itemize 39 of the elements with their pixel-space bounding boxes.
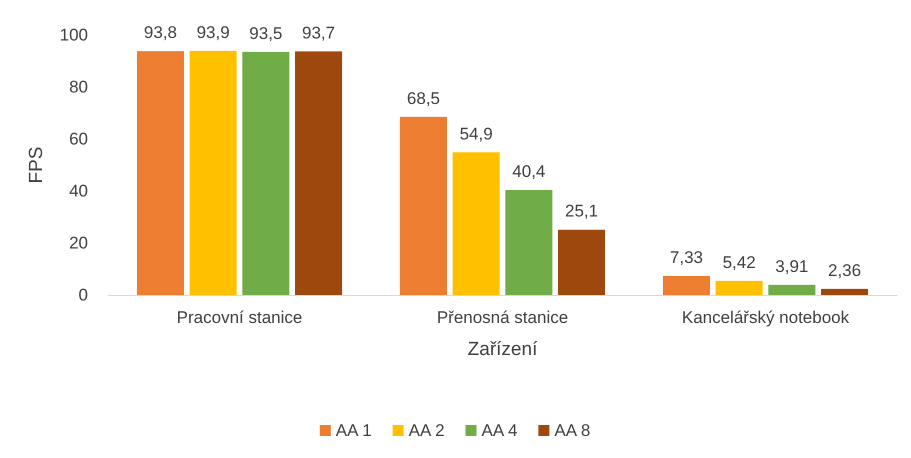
- bar: [662, 276, 710, 295]
- data-label: 68,5: [406, 88, 440, 108]
- data-label: 93,8: [144, 23, 177, 42]
- bar: [190, 50, 237, 295]
- y-tick-label: 80: [69, 78, 88, 96]
- legend-label: AA 1: [336, 421, 372, 440]
- y-tick-label: 100: [60, 26, 88, 44]
- bar: [768, 284, 816, 295]
- bar: [558, 230, 606, 295]
- data-label: 93,9: [196, 22, 230, 42]
- bar: [821, 288, 868, 295]
- legend-label: AA 4: [482, 421, 518, 440]
- y-tick-label: 0: [78, 286, 88, 304]
- data-label: 40,4: [512, 162, 546, 181]
- data-label: 54,9: [460, 124, 493, 144]
- bar: [505, 190, 552, 295]
- y-tick-label: 20: [69, 234, 88, 252]
- data-label: 2,36: [828, 260, 862, 280]
- x-tick-label: Přenosná stanice: [436, 308, 568, 327]
- legend-label: AA 8: [554, 421, 590, 440]
- x-tick-label: Kancelářský notebook: [682, 308, 850, 327]
- bar: [400, 116, 447, 295]
- data-label: 7,33: [670, 248, 703, 267]
- data-label: 3,91: [775, 256, 808, 276]
- y-tick-label: 40: [69, 182, 88, 200]
- bar: [716, 280, 763, 295]
- x-axis-title: Zařízení: [468, 339, 538, 360]
- data-label: 93,7: [302, 23, 336, 42]
- bar: [136, 51, 184, 295]
- data-label: 93,5: [249, 24, 282, 43]
- legend-label: AA 2: [408, 421, 445, 440]
- data-label: 25,1: [565, 202, 598, 221]
- x-tick-label: Pracovní stanice: [176, 308, 302, 327]
- data-label: 5,42: [722, 252, 756, 272]
- y-tick-label: 60: [69, 130, 88, 148]
- y-axis-title: FPS: [26, 146, 47, 184]
- bar: [295, 51, 342, 295]
- bar: [242, 52, 290, 295]
- bar: [452, 152, 500, 295]
